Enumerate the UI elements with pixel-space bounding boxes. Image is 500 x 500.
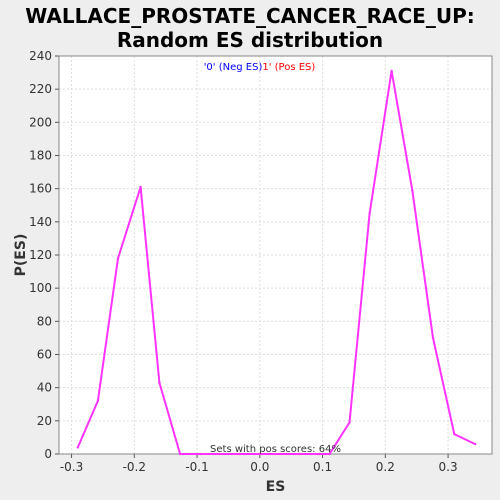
data-point — [96, 399, 100, 403]
chart-title: WALLACE_PROSTATE_CANCER_RACE_UP: — [25, 4, 475, 28]
data-point — [473, 442, 477, 446]
annotation-pos-scores: Sets with pos scores: 64% — [210, 444, 341, 455]
data-point — [368, 212, 371, 215]
x-axis-label: ES — [266, 479, 286, 495]
x-tick-label: -0.2 — [123, 460, 146, 474]
y-tick-label: 220 — [29, 82, 52, 96]
data-point — [431, 336, 435, 340]
data-point — [238, 452, 241, 456]
legend-neg-label: '0' (Neg ES) — [204, 62, 263, 73]
data-point — [76, 446, 80, 449]
x-tick-label: 0.1 — [313, 460, 332, 474]
data-point — [178, 452, 182, 456]
x-tick-label: 0.0 — [250, 460, 269, 474]
y-tick-label: 200 — [29, 115, 52, 129]
y-axis-label: P(ES) — [13, 234, 29, 277]
y-tick-label: 60 — [37, 348, 52, 362]
x-tick-label: 0.2 — [376, 460, 395, 474]
data-point — [258, 452, 262, 456]
y-tick-label: 160 — [29, 182, 52, 196]
y-tick-label: 80 — [37, 314, 52, 328]
legend: '0' (Neg ES)1' (Pos ES) — [204, 62, 316, 73]
chart-subtitle: Random ES distribution — [116, 28, 384, 52]
data-point — [328, 452, 331, 456]
y-tick-label: 100 — [29, 281, 52, 295]
data-point — [390, 69, 393, 73]
x-tick-label: 0.3 — [439, 460, 458, 474]
data-point — [318, 452, 321, 456]
x-tick-label: -0.3 — [60, 460, 83, 474]
x-tick-label: -0.1 — [185, 460, 208, 474]
y-tick-label: 40 — [37, 381, 52, 395]
data-point — [298, 452, 301, 456]
y-tick-label: 240 — [29, 49, 52, 63]
data-point — [348, 421, 351, 424]
data-point — [116, 257, 120, 260]
data-point — [411, 189, 414, 192]
y-tick-label: 0 — [44, 447, 52, 461]
data-point — [198, 452, 202, 456]
data-point — [158, 381, 161, 384]
y-tick-label: 20 — [37, 414, 52, 428]
data-point — [139, 185, 142, 189]
data-point — [453, 432, 456, 436]
legend-pos-label: 1' (Pos ES) — [262, 62, 315, 73]
data-point — [278, 452, 282, 456]
data-point — [218, 452, 221, 456]
y-tick-label: 120 — [29, 248, 52, 262]
y-tick-label: 140 — [29, 215, 52, 229]
y-tick-label: 180 — [29, 149, 52, 163]
